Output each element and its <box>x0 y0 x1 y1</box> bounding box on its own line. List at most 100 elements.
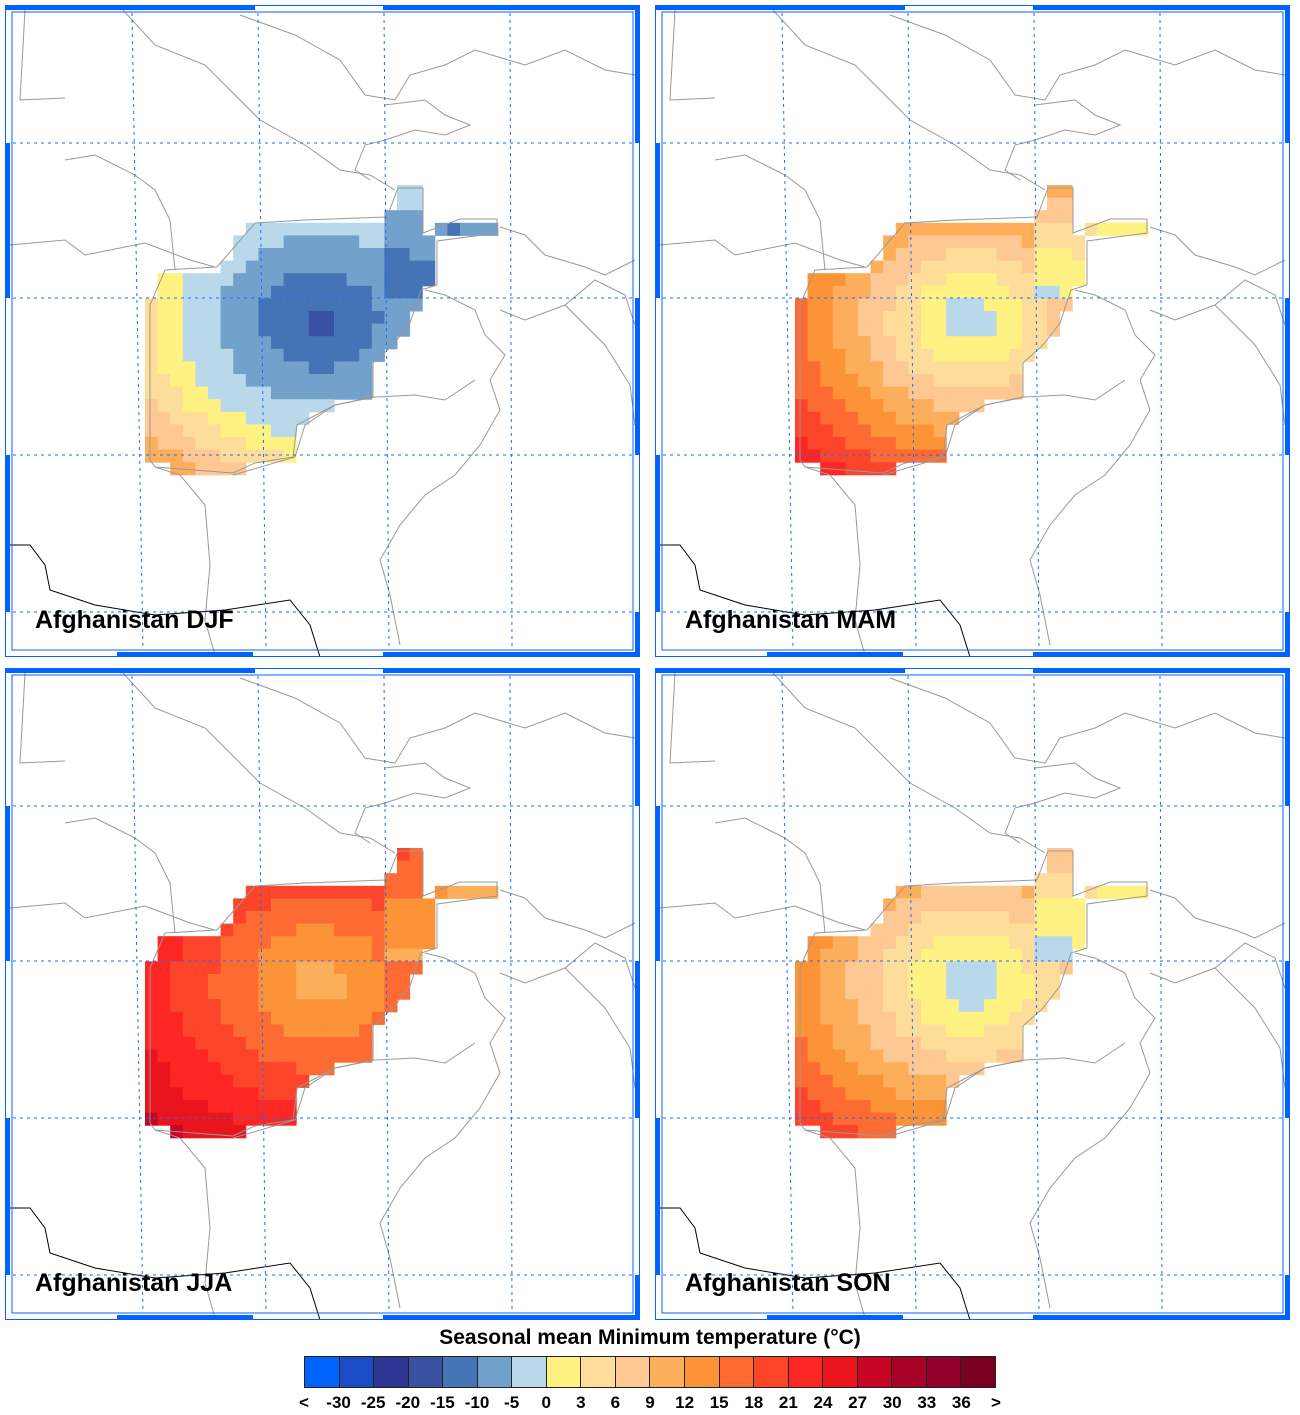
grid-cell <box>208 273 222 287</box>
grid-cell <box>870 323 884 337</box>
grid-cell <box>371 885 385 899</box>
grid-cell <box>1009 386 1023 400</box>
grid-cell <box>807 961 821 975</box>
longitude-gridline <box>1033 675 1040 1314</box>
grid-cell <box>271 374 285 388</box>
grid-cell <box>883 1074 897 1088</box>
grid-cell <box>946 260 960 274</box>
grid-cell <box>359 1024 373 1038</box>
grid-cell <box>346 999 360 1013</box>
grid-cell <box>795 1087 809 1101</box>
grid-cell <box>359 1037 373 1051</box>
longitude-gridline <box>383 675 390 1314</box>
grid-cell <box>820 1074 834 1088</box>
grid-cell <box>170 336 184 350</box>
frame-tick-bar <box>383 5 640 10</box>
grid-cell <box>971 1049 985 1063</box>
grid-cell <box>908 298 922 312</box>
grid-cell <box>271 1024 285 1038</box>
grid-cell <box>170 437 184 451</box>
grid-cell <box>984 386 998 400</box>
grid-cell <box>271 260 285 274</box>
longitude-gridline <box>383 12 390 651</box>
grid-cell <box>895 411 909 425</box>
grid-cell <box>258 424 272 438</box>
grid-cell <box>220 348 234 362</box>
grid-cell <box>908 911 922 925</box>
grid-cell <box>220 1112 234 1126</box>
grid-cell <box>870 1100 884 1114</box>
grid-cell <box>359 260 373 274</box>
grid-cell <box>397 235 411 249</box>
grid-cell <box>346 248 360 262</box>
grid-cell <box>895 1049 909 1063</box>
grid-cell <box>308 361 322 375</box>
grid-cell <box>820 1087 834 1101</box>
grid-cell <box>1021 348 1035 362</box>
grid-cell <box>321 323 335 337</box>
grid-cell <box>933 1011 947 1025</box>
grid-cell <box>321 374 335 388</box>
grid-cell <box>845 936 859 950</box>
grid-cell <box>795 424 809 438</box>
longitude-gridline <box>907 12 917 651</box>
grid-cell <box>271 1074 285 1088</box>
map-panel-son: Afghanistan SON <box>655 668 1290 1320</box>
grid-cell <box>195 1112 209 1126</box>
grid-cell <box>858 1112 872 1126</box>
grid-cell <box>296 923 310 937</box>
longitude-gridline <box>1033 12 1040 651</box>
grid-cell <box>195 361 209 375</box>
grid-cell <box>296 323 310 337</box>
grid-cell <box>908 424 922 438</box>
grid-cell <box>1009 961 1023 975</box>
grid-cell <box>946 386 960 400</box>
grid-cell <box>245 911 259 925</box>
grid-cell <box>921 948 935 962</box>
grid-cell <box>182 1100 196 1114</box>
grid-cell <box>996 936 1010 950</box>
grid-cell <box>170 424 184 438</box>
grid-cell <box>971 311 985 325</box>
grid-cell <box>283 1112 297 1126</box>
grid-cell <box>845 961 859 975</box>
grid-cell <box>883 923 897 937</box>
grid-cell <box>933 1062 947 1076</box>
grid-cell <box>245 260 259 274</box>
grid-cell <box>1047 298 1061 312</box>
grid-cell <box>233 399 247 413</box>
grid-cell <box>883 361 897 375</box>
grid-cell <box>296 222 310 236</box>
grid-cell <box>359 986 373 1000</box>
grid-cell <box>946 411 960 425</box>
grid-cell <box>1072 911 1086 925</box>
grid-cell <box>346 361 360 375</box>
grid-cell <box>933 260 947 274</box>
grid-cell <box>870 974 884 988</box>
grid-cell <box>895 260 909 274</box>
frame-tick-bar <box>635 5 640 143</box>
grid-cell <box>908 1087 922 1101</box>
grid-cell <box>795 1112 809 1126</box>
grid-cell <box>182 1087 196 1101</box>
grid-cell <box>845 462 859 476</box>
grid-cell <box>807 948 821 962</box>
grid-cell <box>1009 885 1023 899</box>
grid-cell <box>258 923 272 937</box>
grid-cell <box>283 923 297 937</box>
grid-cell <box>908 348 922 362</box>
grid-cell <box>820 386 834 400</box>
grid-cell <box>1009 260 1023 274</box>
colorbar-box <box>408 1357 444 1387</box>
grid-cell <box>1009 361 1023 375</box>
grid-cell <box>921 323 935 337</box>
grid-cell <box>958 1011 972 1025</box>
grid-cell <box>832 311 846 325</box>
grid-cell <box>182 437 196 451</box>
grid-cell <box>1059 923 1073 937</box>
grid-cell <box>157 336 171 350</box>
grid-cell <box>334 898 348 912</box>
grid-cell <box>795 411 809 425</box>
grid-cell <box>807 999 821 1013</box>
grid-cell <box>933 248 947 262</box>
